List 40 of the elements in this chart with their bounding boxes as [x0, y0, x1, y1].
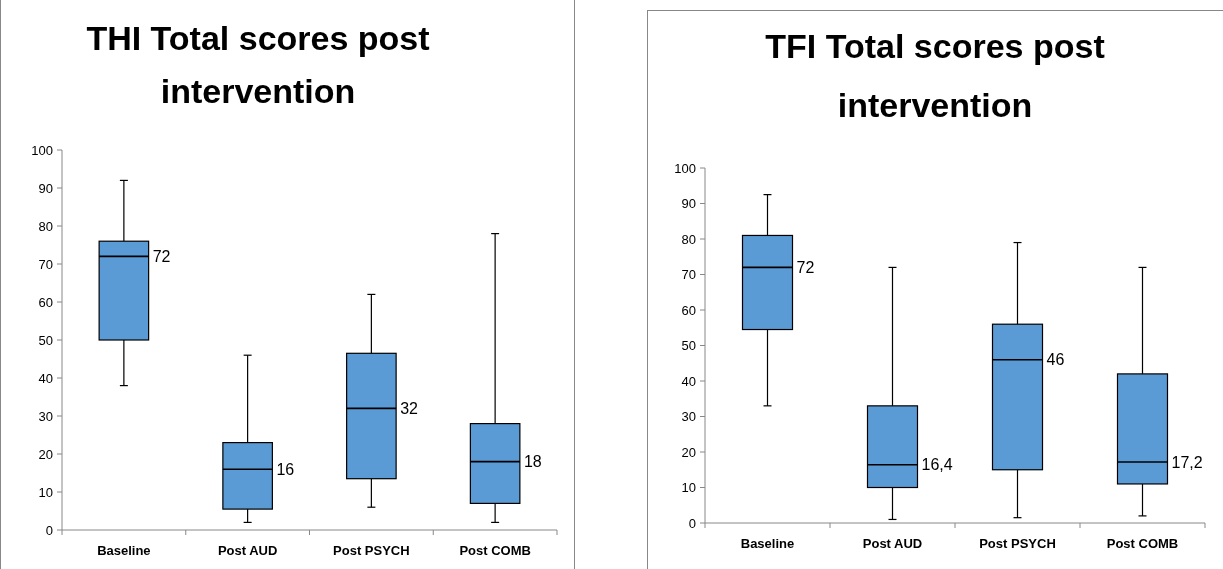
x-tick-label: Baseline [740, 536, 795, 551]
y-tick-label: 80 [38, 218, 53, 234]
y-tick-label: 30 [38, 408, 53, 424]
y-tick-label: 100 [31, 142, 53, 158]
y-tick-label: 0 [45, 522, 53, 538]
x-tick-label: Post AUD [862, 536, 923, 551]
x-tick-label: Post PSYCH [979, 536, 1056, 551]
y-tick-label: 60 [681, 302, 696, 318]
text: 46 [1046, 351, 1065, 369]
y-tick-label: 40 [681, 373, 696, 389]
chart-title: THI Total scores post intervention [86, 19, 430, 110]
y-tick-label: 10 [681, 480, 696, 496]
text: 17,2 [1171, 453, 1203, 471]
y-tick-label: 80 [681, 231, 696, 247]
x-tick-label: Baseline [97, 543, 151, 558]
chart-title: TFI Total scores post intervention [765, 27, 1105, 124]
y-tick-label: 20 [681, 444, 696, 460]
y-tick-label: 90 [38, 180, 53, 196]
x-tick-label: Post COMB [1106, 536, 1179, 551]
text: 18 [523, 453, 542, 471]
y-tick-label: 70 [38, 256, 53, 272]
y-tick-label: 20 [38, 446, 53, 462]
text: 16,4 [921, 456, 953, 474]
text: 72 [796, 259, 815, 276]
text: 16 [276, 460, 295, 478]
y-tick-label: 70 [681, 267, 696, 283]
y-tick-label: 0 [688, 515, 696, 531]
y-tick-label: 50 [681, 338, 696, 354]
text: 72 [152, 248, 171, 265]
y-tick-label: 40 [38, 370, 53, 386]
y-tick-label: 30 [681, 409, 696, 425]
y-tick-label: 100 [674, 160, 696, 176]
y-tick-label: 90 [681, 196, 696, 212]
text: 32 [400, 400, 418, 417]
x-tick-label: Post PSYCH [333, 543, 410, 558]
x-tick-label: Post COMB [459, 543, 531, 558]
y-tick-label: 60 [38, 294, 53, 310]
x-tick-label: Post AUD [217, 543, 278, 558]
y-tick-label: 10 [38, 484, 53, 500]
y-tick-label: 50 [38, 332, 53, 348]
